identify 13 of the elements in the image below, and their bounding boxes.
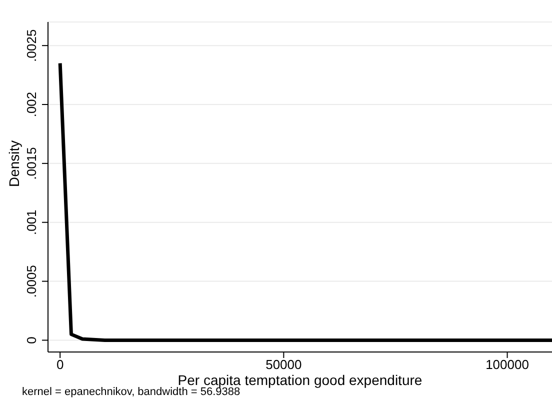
y-tick-label: .0025 — [24, 29, 39, 62]
x-tick-label: 0 — [56, 357, 64, 372]
y-axis-title: Density — [6, 140, 22, 187]
line-series — [58, 62, 552, 342]
x-axis-title: Per capita temptation good expenditure — [178, 372, 422, 388]
y-tick-label: .0015 — [24, 147, 39, 180]
x-tick-label: 50000 — [266, 357, 302, 372]
text: kernel = epanechnikov, bandwidth = 56.9388 — [22, 386, 240, 398]
x-tick-label: 100000 — [486, 357, 529, 372]
y-tick-label: .002 — [24, 92, 39, 118]
y-tick-label: .001 — [24, 210, 39, 236]
y-tick-label: .0005 — [24, 265, 39, 298]
y-tick-label: 0 — [24, 336, 39, 344]
